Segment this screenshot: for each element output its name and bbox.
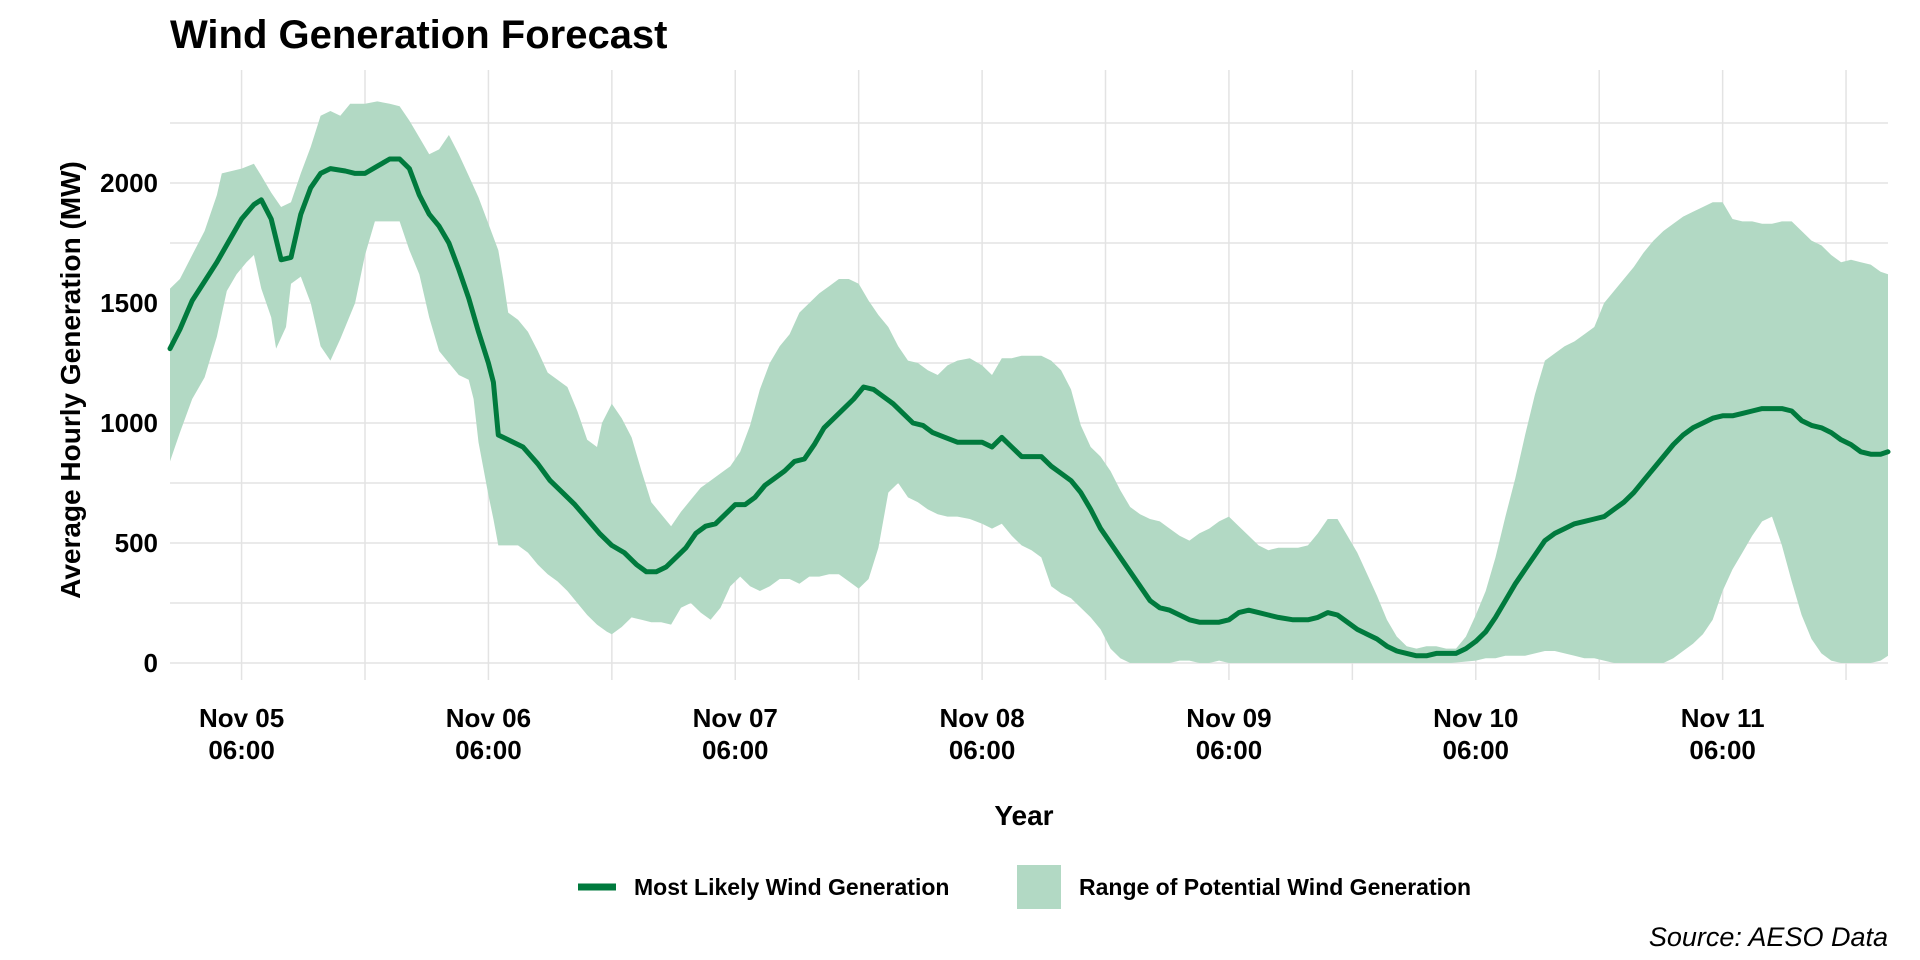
x-tick-label-date: Nov 09 bbox=[1186, 703, 1271, 733]
x-tick-label-time: 06:00 bbox=[208, 735, 275, 765]
x-tick-label-time: 06:00 bbox=[1196, 735, 1263, 765]
x-tick-label-time: 06:00 bbox=[949, 735, 1016, 765]
x-tick-label-time: 06:00 bbox=[1689, 735, 1756, 765]
x-tick-label-time: 06:00 bbox=[702, 735, 769, 765]
x-tick-label-date: Nov 10 bbox=[1433, 703, 1518, 733]
y-tick-label: 1500 bbox=[100, 288, 158, 318]
y-tick-labels: 0 500 1000 1500 2000 bbox=[100, 168, 158, 678]
y-tick-label: 0 bbox=[144, 648, 158, 678]
legend-band-swatch bbox=[1017, 865, 1061, 909]
y-tick-label: 500 bbox=[115, 528, 158, 558]
range-band bbox=[170, 101, 1888, 663]
legend-label-most-likely: Most Likely Wind Generation bbox=[634, 874, 949, 900]
x-tick-label-date: Nov 08 bbox=[939, 703, 1024, 733]
x-tick-label-date: Nov 06 bbox=[446, 703, 531, 733]
most-likely-line bbox=[167, 156, 1891, 659]
x-tick-label-time: 06:00 bbox=[455, 735, 522, 765]
x-tick-label-time: 06:00 bbox=[1443, 735, 1510, 765]
most-likely-line-group bbox=[167, 156, 1891, 659]
y-axis-label: Average Hourly Generation (MW) bbox=[55, 161, 86, 599]
y-tick-label: 2000 bbox=[100, 168, 158, 198]
chart-title: Wind Generation Forecast bbox=[170, 13, 668, 57]
x-axis-label: Year bbox=[994, 800, 1053, 831]
x-tick-label-date: Nov 07 bbox=[693, 703, 778, 733]
x-tick-label-date: Nov 05 bbox=[199, 703, 284, 733]
range-band-group bbox=[170, 101, 1888, 663]
source-caption: Source: AESO Data bbox=[1649, 922, 1888, 952]
y-tick-label: 1000 bbox=[100, 408, 158, 438]
x-tick-label-date: Nov 11 bbox=[1681, 703, 1765, 733]
legend: Most Likely Wind Generation Range of Pot… bbox=[578, 865, 1471, 909]
legend-label-range: Range of Potential Wind Generation bbox=[1079, 874, 1471, 900]
